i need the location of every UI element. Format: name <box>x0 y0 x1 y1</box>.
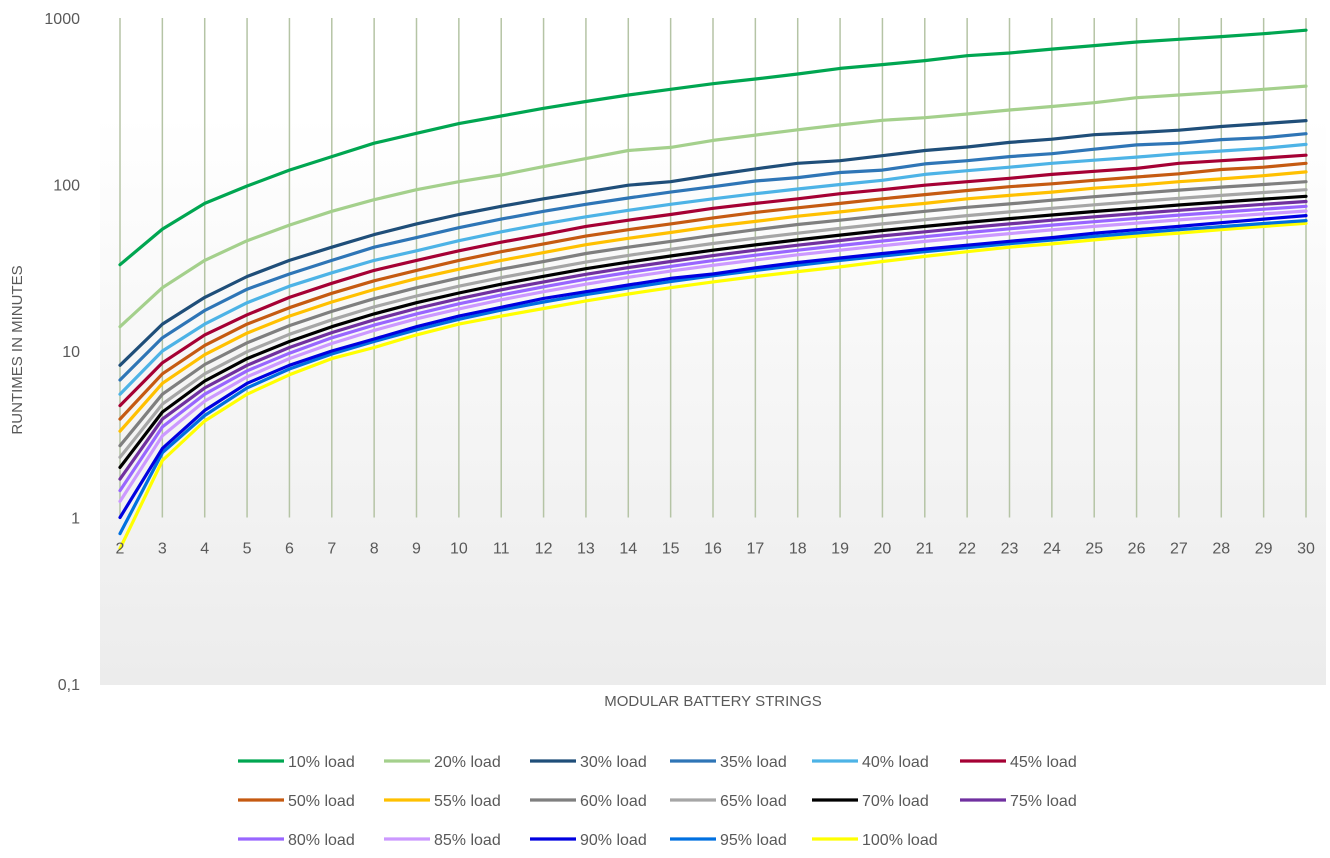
legend-item: 55% load <box>384 793 501 810</box>
series-line-35-load <box>118 132 1308 382</box>
y-axis-ticks: 0,1 1 10 100 1000 <box>44 11 80 694</box>
legend-item: 10% load <box>238 754 355 771</box>
x-tick-label: 17 <box>746 541 764 558</box>
legend-label: 55% load <box>434 793 501 810</box>
series-line-65-load <box>118 188 1308 459</box>
y-axis-title: RUNTIMES IN MINUTES <box>9 265 26 434</box>
legend-item: 30% load <box>530 754 647 771</box>
x-tick-label: 26 <box>1128 541 1146 558</box>
x-axis-title: MODULAR BATTERY STRINGS <box>604 693 822 710</box>
legend-label: 95% load <box>720 832 787 849</box>
legend-item: 60% load <box>530 793 647 810</box>
legend-label: 45% load <box>1010 754 1077 771</box>
legend-item: 100% load <box>812 832 938 849</box>
x-tick-label: 15 <box>662 541 680 558</box>
x-tick-label: 3 <box>158 541 167 558</box>
legend-item: 45% load <box>960 754 1077 771</box>
legend-label: 90% load <box>580 832 647 849</box>
series-line-100-load <box>118 221 1308 551</box>
y-tick-label: 100 <box>53 178 80 195</box>
legend-label: 20% load <box>434 754 501 771</box>
legend-item: 90% load <box>530 832 647 849</box>
x-tick-label: 7 <box>327 541 336 558</box>
x-tick-label: 30 <box>1297 541 1315 558</box>
series-line-90-load <box>118 214 1308 520</box>
legend-label: 75% load <box>1010 793 1077 810</box>
x-tick-label: 11 <box>493 541 510 558</box>
x-tick-label: 10 <box>450 541 468 558</box>
series-line-45-load <box>118 153 1308 408</box>
legend-label: 30% load <box>580 754 647 771</box>
legend-label: 35% load <box>720 754 787 771</box>
series-line-40-load <box>118 142 1308 396</box>
x-tick-label: 21 <box>916 541 934 558</box>
legend-item: 40% load <box>812 754 929 771</box>
x-tick-label: 4 <box>200 541 209 558</box>
legend-label: 10% load <box>288 754 355 771</box>
legend-item: 85% load <box>384 832 501 849</box>
x-tick-label: 13 <box>577 541 595 558</box>
series-line-30-load <box>118 118 1308 367</box>
series-line-55-load <box>118 170 1308 433</box>
legend-item: 95% load <box>670 832 787 849</box>
x-tick-label: 22 <box>958 541 976 558</box>
series-line-20-load <box>118 84 1308 329</box>
series-lines <box>118 28 1308 551</box>
legend-item: 50% load <box>238 793 355 810</box>
x-tick-label: 8 <box>370 541 379 558</box>
legend-item: 35% load <box>670 754 787 771</box>
x-tick-label: 5 <box>243 541 252 558</box>
y-tick-label: 1 <box>71 511 80 528</box>
legend: 10% load 20% load 30% load 35% load 40% load… <box>238 754 1077 849</box>
x-tick-label: 12 <box>535 541 553 558</box>
x-tick-label: 24 <box>1043 541 1061 558</box>
y-tick-label: 0,1 <box>58 677 80 694</box>
legend-item: 20% load <box>384 754 501 771</box>
x-tick-label: 18 <box>789 541 807 558</box>
x-tick-label: 16 <box>704 541 722 558</box>
series-line-75-load <box>118 199 1308 481</box>
y-tick-label: 1000 <box>44 11 80 28</box>
x-tick-label: 6 <box>285 541 294 558</box>
legend-item: 70% load <box>812 793 929 810</box>
x-axis-ticks: 2 3 4 5 6 7 8 9 10 11 12 13 14 15 16 17 18 19 20 21 22 23 24 25… <box>116 541 1315 558</box>
series-line-50-load <box>118 161 1308 421</box>
series-line-10-load <box>118 28 1308 267</box>
x-tick-label: 19 <box>831 541 849 558</box>
legend-item: 65% load <box>670 793 787 810</box>
legend-label: 50% load <box>288 793 355 810</box>
legend-label: 85% load <box>434 832 501 849</box>
x-tick-label: 23 <box>1001 541 1019 558</box>
series-line-85-load <box>118 209 1308 503</box>
legend-label: 100% load <box>862 832 938 849</box>
legend-label: 70% load <box>862 793 929 810</box>
legend-item: 75% load <box>960 793 1077 810</box>
x-tick-label: 29 <box>1255 541 1273 558</box>
x-tick-label: 20 <box>874 541 892 558</box>
legend-label: 65% load <box>720 793 787 810</box>
legend-label: 60% load <box>580 793 647 810</box>
series-line-70-load <box>118 194 1308 469</box>
x-tick-label: 28 <box>1212 541 1230 558</box>
x-tick-label: 14 <box>619 541 637 558</box>
legend-item: 80% load <box>238 832 355 849</box>
legend-label: 80% load <box>288 832 355 849</box>
x-tick-label: 25 <box>1085 541 1103 558</box>
series-line-80-load <box>118 204 1308 493</box>
x-tick-label: 9 <box>412 541 421 558</box>
x-tick-label: 2 <box>116 541 125 558</box>
series-line-60-load <box>118 180 1308 448</box>
x-tick-label: 27 <box>1170 541 1188 558</box>
legend-label: 40% load <box>862 754 929 771</box>
series-line-95-load <box>118 219 1308 536</box>
y-tick-label: 10 <box>62 344 80 361</box>
